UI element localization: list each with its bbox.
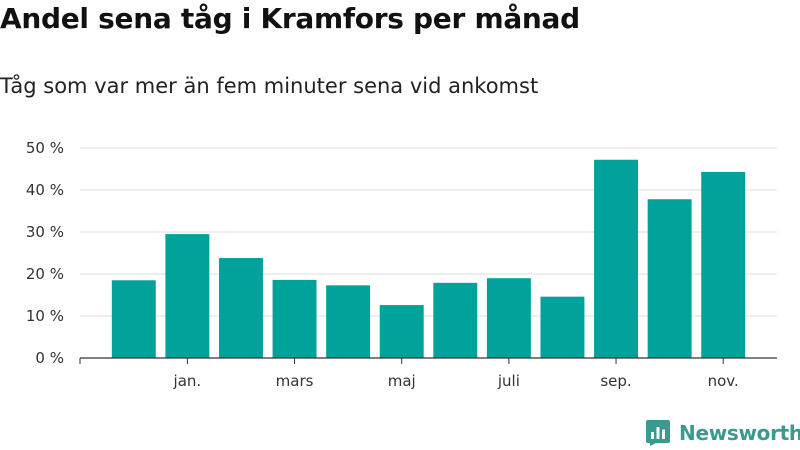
newsworthy-icon [646, 420, 670, 446]
bar [647, 199, 692, 358]
y-tick-label: 40 % [26, 181, 64, 199]
bar [111, 280, 156, 358]
y-tick-label: 0 % [35, 349, 64, 367]
bar [486, 278, 531, 358]
x-tick-label: sep. [600, 372, 631, 390]
bar [701, 171, 746, 358]
y-tick-label: 50 % [26, 139, 64, 157]
y-tick-label: 10 % [26, 307, 64, 325]
bar [433, 282, 478, 358]
bar [540, 296, 585, 358]
newsworthy-logo: Newsworthy [645, 419, 800, 447]
x-axis [79, 357, 777, 364]
bar [326, 285, 371, 358]
bar [594, 159, 639, 358]
bar [165, 234, 210, 358]
y-tick-label: 20 % [26, 265, 64, 283]
x-tick-label: juli [497, 372, 520, 390]
y-tick-label: 30 % [26, 223, 64, 241]
x-tick-label: jan. [173, 372, 202, 390]
y-axis-labels: 0 % 10 % 20 % 30 % 40 % 50 % [26, 139, 64, 367]
bar [272, 279, 317, 358]
chart-title: Andel sena tåg i Kramfors per månad [0, 2, 580, 35]
x-axis-labels: jan. mars maj juli sep. nov. [173, 372, 739, 390]
x-tick-label: maj [388, 372, 416, 390]
bar [379, 305, 424, 358]
newsworthy-wordmark: Newsworthy [679, 421, 800, 445]
bars [111, 159, 746, 358]
chart-subtitle: Tåg som var mer än fem minuter sena vid … [0, 74, 539, 98]
x-tick-label: nov. [708, 372, 739, 390]
bar [218, 258, 263, 358]
x-tick-label: mars [276, 372, 314, 390]
